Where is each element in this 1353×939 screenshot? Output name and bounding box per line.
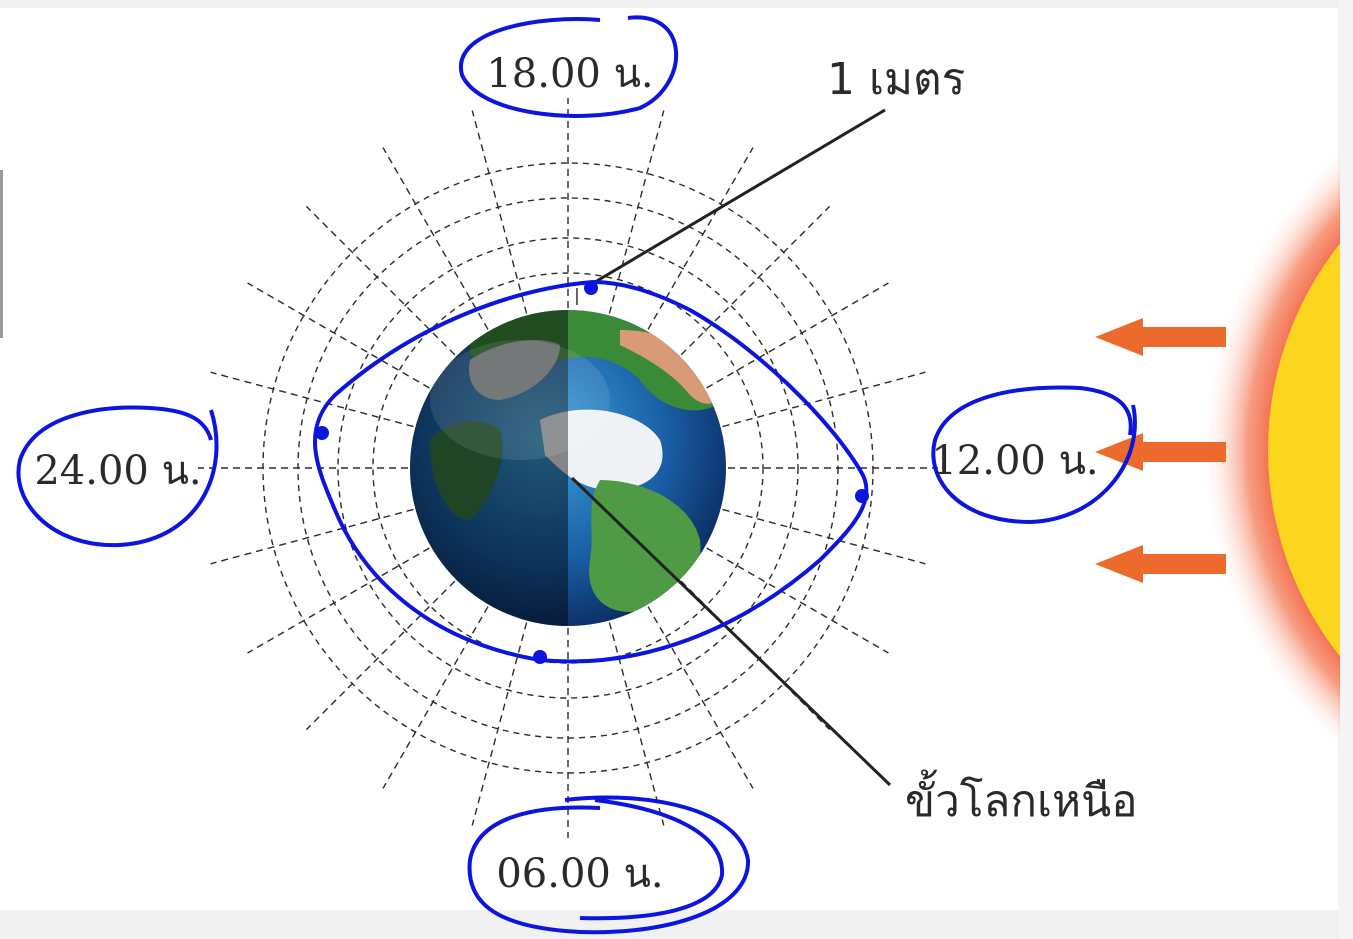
shadow-grid-rays: [198, 98, 938, 838]
sun-icon: [1200, 146, 1340, 754]
grid-ray: [247, 547, 430, 654]
grid-ray: [706, 547, 889, 654]
grid-ray: [706, 282, 889, 389]
time-label-top: 18.00 น.: [486, 51, 653, 97]
grid-ray: [722, 371, 926, 428]
shadow-tip-points: [315, 281, 869, 664]
circle-mark-right: [931, 385, 1137, 525]
grid-ray: [305, 205, 456, 356]
grid-ring-2: [337, 237, 799, 699]
time-label-bottom: 06.00 น.: [496, 851, 663, 897]
grid-ray: [247, 282, 430, 389]
sunlight-arrow-icon: [1095, 318, 1226, 356]
earth-globe-icon: [410, 310, 726, 626]
time-label-right: 12.00 น.: [931, 438, 1098, 484]
north-pole-leader-line: [570, 476, 892, 787]
grid-ray: [382, 147, 489, 330]
left-edge-marker: [0, 170, 3, 338]
grid-ray: [722, 508, 926, 565]
grid-ray: [608, 110, 665, 314]
sunlight-arrows: [1095, 318, 1226, 583]
distance-leader-line: [589, 108, 886, 287]
grid-ray: [647, 147, 754, 330]
grid-ray: [680, 205, 831, 356]
distance-label: 1 เมตร: [827, 54, 965, 105]
grid-ray: [471, 622, 528, 826]
top-border: [0, 0, 1353, 8]
grid-ray: [305, 580, 456, 731]
north-pole-label: ขั้วโลกเหนือ: [905, 769, 1138, 827]
time-label-left: 24.00 น.: [34, 448, 201, 494]
grid-ray: [382, 606, 489, 789]
right-border: [1338, 0, 1353, 939]
circle-mark-left: [16, 405, 219, 548]
circle-mark-bottom: [467, 795, 751, 935]
shadow-tip-curve: [312, 279, 869, 664]
grid-ring-1: [372, 272, 764, 664]
circle-mark-top: [458, 15, 678, 118]
grid-ray: [647, 606, 754, 789]
grid-ray: [471, 110, 528, 314]
sunlight-arrow-icon: [1095, 545, 1226, 583]
grid-ray: [608, 622, 665, 826]
circle-mark-bottom-inner: [579, 798, 725, 921]
grid-ray: [210, 508, 414, 565]
